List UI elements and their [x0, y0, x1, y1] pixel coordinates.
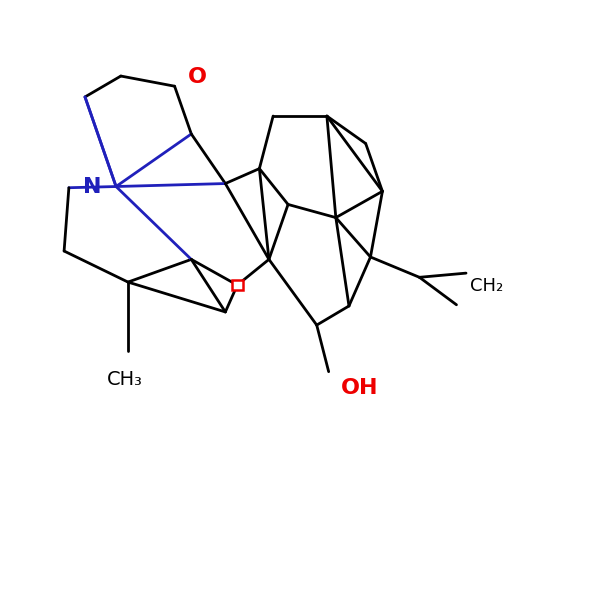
Text: N: N: [83, 176, 101, 197]
Text: CH₂: CH₂: [470, 277, 503, 295]
Text: OH: OH: [341, 377, 378, 398]
Bar: [232, 280, 242, 290]
Text: O: O: [188, 67, 207, 87]
Text: CH₃: CH₃: [107, 370, 143, 389]
